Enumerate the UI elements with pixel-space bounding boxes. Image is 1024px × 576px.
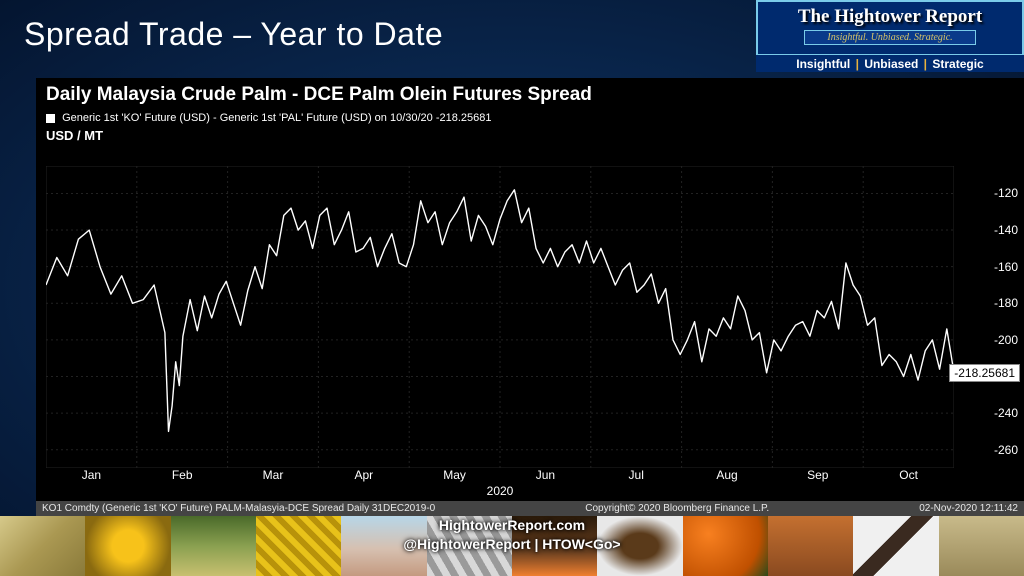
- y-tick-label: -180: [994, 296, 1018, 310]
- tagline-word-2: Unbiased: [864, 57, 918, 71]
- logo-title: The Hightower Report: [798, 6, 982, 28]
- thumb-copper: [768, 516, 853, 576]
- x-tick-label: Feb: [172, 468, 193, 482]
- thumb-gold: [256, 516, 341, 576]
- tagline-word-1: Insightful: [796, 57, 850, 71]
- x-tick-label: Oct: [899, 468, 918, 482]
- last-value-badge: -218.25681: [949, 364, 1020, 382]
- chart-frame: Daily Malaysia Crude Palm - DCE Palm Ole…: [36, 78, 1024, 516]
- y-tick-label: -120: [994, 186, 1018, 200]
- x-axis-year: 2020: [487, 484, 514, 498]
- chart-svg: [46, 166, 954, 468]
- thumb-corn: [171, 516, 256, 576]
- footer-center: Copyright© 2020 Bloomberg Finance L.P.: [585, 501, 769, 516]
- x-tick-label: Jul: [629, 468, 644, 482]
- legend-swatch-icon: [46, 114, 55, 123]
- tagline-word-3: Strategic: [932, 57, 983, 71]
- chart-subtitle: USD / MT: [46, 128, 1014, 143]
- y-axis: -120-140-160-180-200-220-240-260-218.256…: [958, 166, 1020, 468]
- x-tick-label: May: [443, 468, 466, 482]
- chart-legend-text: Generic 1st 'KO' Future (USD) - Generic …: [62, 112, 491, 124]
- thumb-wheat: [0, 516, 85, 576]
- y-tick-label: -140: [994, 223, 1018, 237]
- chart-legend: Generic 1st 'KO' Future (USD) - Generic …: [46, 112, 1014, 124]
- tagline-sep-icon: |: [922, 57, 929, 71]
- x-tick-label: Aug: [716, 468, 737, 482]
- x-tick-label: Sep: [807, 468, 828, 482]
- chart-title: Daily Malaysia Crude Palm - DCE Palm Ole…: [46, 84, 1014, 106]
- slide-title: Spread Trade – Year to Date: [0, 0, 756, 72]
- x-tick-label: Jun: [536, 468, 555, 482]
- logo-subtitle: Insightful. Unbiased. Strategic.: [804, 30, 975, 45]
- chart-footer: KO1 Comdty (Generic 1st 'KO' Future) PAL…: [36, 501, 1024, 516]
- y-tick-label: -240: [994, 406, 1018, 420]
- chart-title-area: Daily Malaysia Crude Palm - DCE Palm Ole…: [36, 78, 1024, 145]
- y-tick-label: -260: [994, 443, 1018, 457]
- footer-right: 02-Nov-2020 12:11:42: [919, 501, 1018, 516]
- y-tick-label: -160: [994, 260, 1018, 274]
- footer-left: KO1 Comdty (Generic 1st 'KO' Future) PAL…: [42, 501, 435, 516]
- plot-area: [46, 166, 954, 468]
- thumb-sunflower: [85, 516, 170, 576]
- y-tick-label: -200: [994, 333, 1018, 347]
- x-tick-label: Jan: [82, 468, 101, 482]
- caption-line2: @HightowerReport | HTOW<Go>: [403, 536, 620, 552]
- x-tick-label: Apr: [354, 468, 373, 482]
- tagline-sep-icon: |: [854, 57, 861, 71]
- x-tick-label: Mar: [263, 468, 284, 482]
- slide-root: Spread Trade – Year to Date The Hightowe…: [0, 0, 1024, 576]
- bottom-caption: HightowerReport.com @HightowerReport | H…: [403, 516, 620, 570]
- thumb-cow: [853, 516, 938, 576]
- logo-tagline: Insightful | Unbiased | Strategic: [756, 54, 1024, 72]
- thumb-oranges: [683, 516, 768, 576]
- caption-line1: HightowerReport.com: [439, 517, 585, 533]
- x-axis: 2020 Jan Feb Mar Apr May Jun Jul Aug Sep Oct: [46, 468, 954, 502]
- thumb-soy: [939, 516, 1024, 576]
